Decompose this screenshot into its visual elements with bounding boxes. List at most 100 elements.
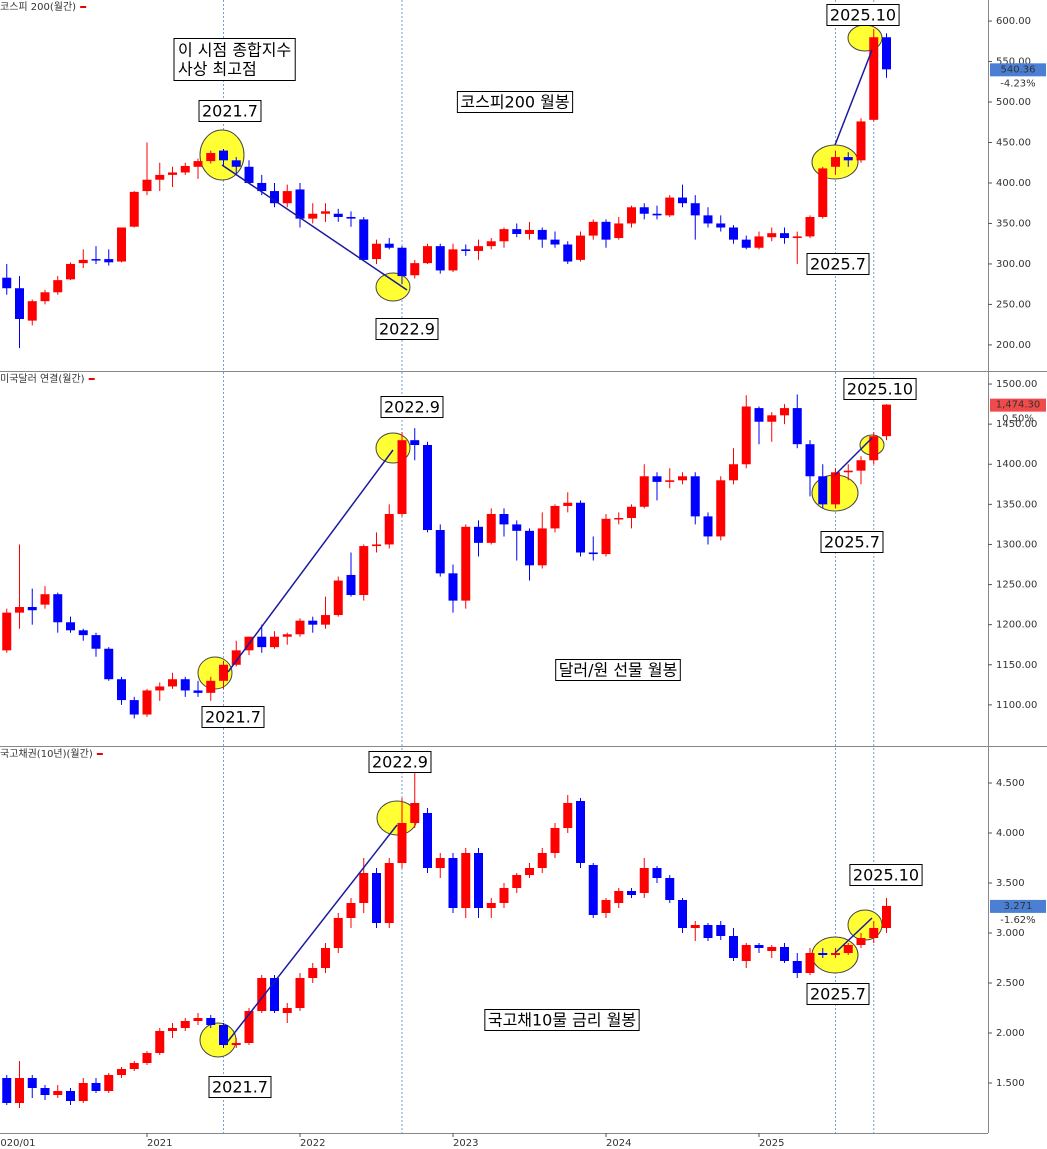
label-box <box>208 1076 272 1098</box>
candle-body <box>767 947 777 951</box>
candle-body <box>282 191 292 204</box>
label-box <box>173 38 296 81</box>
label-box <box>826 4 900 26</box>
candle-body <box>410 803 420 823</box>
candle-body <box>104 648 114 680</box>
change-label: 0.50% <box>1002 414 1034 425</box>
candle-body <box>576 502 585 553</box>
candle-body <box>91 635 101 649</box>
candle-body <box>818 476 828 505</box>
candle-body <box>627 891 636 895</box>
candle-body <box>219 664 228 681</box>
candle-body <box>716 925 726 936</box>
label-box <box>849 864 923 886</box>
annotation: 2021.7 <box>202 102 258 121</box>
y-tick-label: 1350.00 <box>996 499 1037 510</box>
candle-body <box>15 288 24 319</box>
candle-body <box>333 213 343 217</box>
candle-body <box>678 197 687 204</box>
label-box <box>806 983 870 1005</box>
annotation: 국고채10물 금리 월봉 <box>488 1011 636 1030</box>
candle-body <box>346 903 356 918</box>
candle-body <box>384 863 394 923</box>
candle-body <box>66 1091 75 1101</box>
candle-body <box>869 37 879 120</box>
label-box <box>375 318 439 340</box>
x-tick-label: 2020/01 <box>0 1138 36 1149</box>
candle-body <box>359 219 369 260</box>
candle-body <box>180 1021 190 1028</box>
candle-body <box>129 191 139 227</box>
candle-body <box>40 594 50 605</box>
candle-body <box>550 505 560 529</box>
candle-body <box>129 700 139 715</box>
candle-body <box>563 502 573 506</box>
candle-body <box>525 530 534 566</box>
candle-body <box>652 213 662 216</box>
candle-body <box>741 406 751 465</box>
candle-body <box>461 526 471 601</box>
candle-body <box>168 172 177 175</box>
candle-body <box>397 247 407 277</box>
candle-body <box>805 444 815 477</box>
candle-body <box>2 277 12 289</box>
candle-body <box>435 530 445 574</box>
candle-body <box>257 182 267 192</box>
candle-body <box>754 945 764 948</box>
candle-body <box>321 211 330 214</box>
candle-body <box>359 546 369 595</box>
annotation: 달러/원 선물 월봉 <box>559 661 678 680</box>
candle-body <box>219 150 228 161</box>
candle-body <box>2 1078 12 1103</box>
candle-body <box>856 121 866 161</box>
candle-body <box>512 524 522 531</box>
candle-body <box>78 259 88 264</box>
candle-body <box>15 607 24 613</box>
candle-body <box>117 227 126 262</box>
candle-body <box>282 1008 292 1013</box>
change-label: -4.23% <box>1000 78 1035 89</box>
candle-body <box>66 622 75 631</box>
candle-body <box>537 853 547 868</box>
candle-body <box>384 513 394 545</box>
candle-body <box>104 259 114 263</box>
candle-body <box>639 868 649 893</box>
highlight-ellipse <box>375 272 411 302</box>
y-tick-label: 1400.00 <box>996 459 1037 470</box>
candle-body <box>729 464 738 481</box>
trend-line <box>834 437 873 476</box>
y-tick-label: 2.000 <box>996 1028 1025 1039</box>
candle-body <box>754 236 764 248</box>
label-box <box>820 531 884 553</box>
candle-body <box>91 259 101 261</box>
candle-body <box>193 161 203 167</box>
candle-body <box>588 865 598 915</box>
candle-body <box>53 594 63 623</box>
candle-body <box>142 690 152 715</box>
candle-body <box>308 968 318 978</box>
candle-body <box>295 978 305 1008</box>
candle-body <box>563 803 573 828</box>
candle-body <box>792 236 802 239</box>
candle-body <box>741 945 751 961</box>
label-box <box>484 1009 640 1031</box>
candle-body <box>257 636 267 648</box>
candle-body <box>346 574 356 595</box>
candle-body <box>690 203 700 216</box>
candle-body <box>639 476 649 507</box>
label-box <box>843 378 917 400</box>
label-box <box>368 751 432 773</box>
candle-body <box>155 174 165 180</box>
annotation: 2025.10 <box>830 6 896 25</box>
y-tick-label: 1150.00 <box>996 660 1037 671</box>
y-tick-label: 1100.00 <box>996 700 1037 711</box>
candle-body <box>550 239 560 245</box>
candle-body <box>448 249 458 271</box>
candle-body <box>168 679 177 687</box>
candle-body <box>588 552 598 555</box>
candle-body <box>206 1018 216 1025</box>
candle-body <box>882 905 891 928</box>
candle-body <box>486 513 496 543</box>
candle-body <box>206 153 216 162</box>
